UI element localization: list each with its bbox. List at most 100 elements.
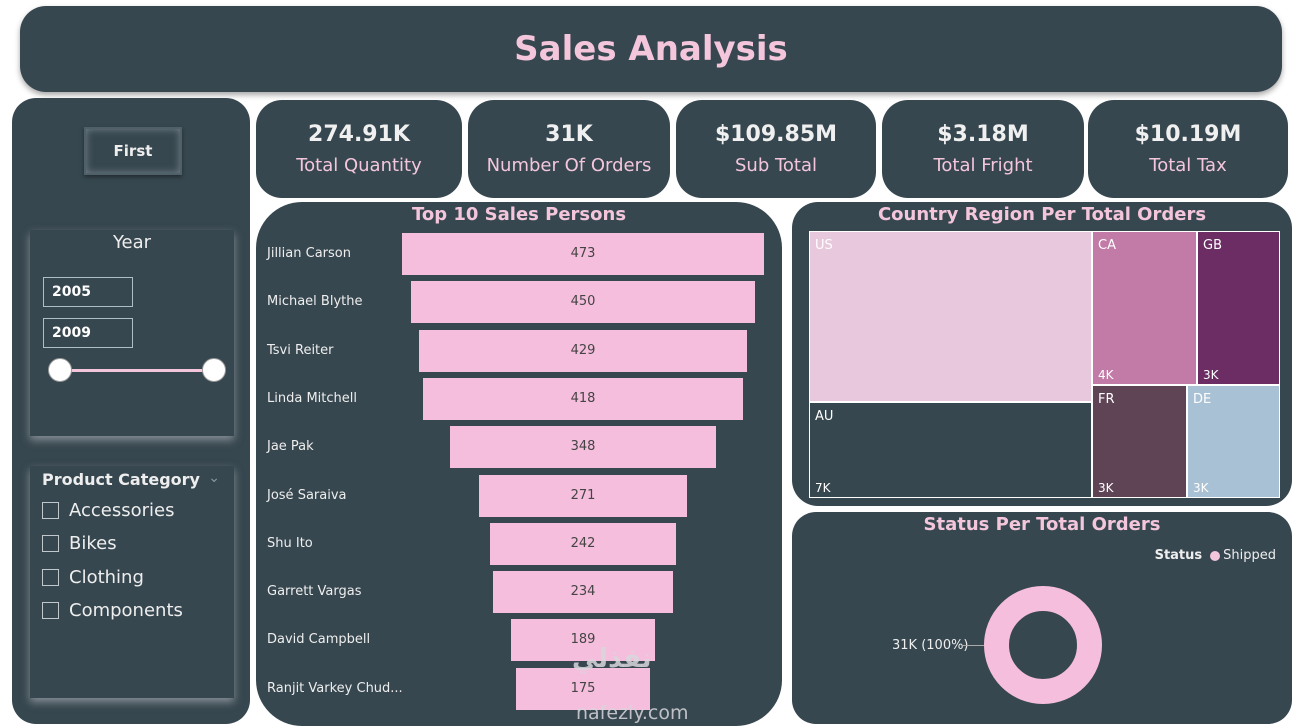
chevron-down-icon[interactable]: ⌄ (208, 470, 220, 486)
first-button[interactable]: First (84, 127, 182, 175)
legend-title: Status (1154, 548, 1203, 563)
status-donut-chart: Status Per Total Orders Status Shipped 3… (792, 512, 1292, 724)
kpi-card-sub-total: $109.85M Sub Total (676, 100, 876, 198)
category-option-components[interactable]: Components (42, 600, 183, 621)
category-label: Accessories (69, 500, 175, 521)
year-range-start-handle[interactable] (48, 358, 72, 382)
sales-person-name: Ranjit Varkey Chud... (267, 680, 403, 696)
product-category-slicer: Product Category ⌄ Accessories Bikes Clo… (30, 466, 234, 698)
checkbox[interactable] (42, 602, 59, 619)
sales-person-value: 348 (570, 439, 596, 455)
sales-person-value: 234 (570, 584, 596, 600)
treemap-tile-value: 3K (1193, 481, 1209, 495)
kpi-card-total-tax: $10.19M Total Tax (1088, 100, 1288, 198)
sales-person-name: Michael Blythe (267, 294, 363, 310)
sales-person-bar[interactable]: 175 (516, 667, 650, 710)
donut-slice-shipped[interactable] (984, 586, 1102, 704)
year-start-input[interactable]: 2005 (43, 277, 133, 307)
sales-person-row[interactable]: Shu Ito 242 (256, 522, 782, 567)
treemap-tile-gb[interactable]: GB 3K (1197, 231, 1280, 385)
year-range-track[interactable] (60, 369, 214, 372)
category-label: Clothing (69, 567, 144, 588)
treemap-tile-ca[interactable]: CA 4K (1092, 231, 1197, 385)
sales-person-row[interactable]: Tsvi Reiter 429 (256, 329, 782, 374)
treemap-tile-de[interactable]: DE 3K (1187, 385, 1280, 498)
kpi-label: Total Quantity (296, 155, 422, 176)
sales-person-name: Jillian Carson (267, 246, 351, 261)
legend-item-shipped[interactable]: Shipped (1223, 548, 1276, 563)
kpi-value: 274.91K (308, 122, 410, 147)
treemap-tile-label: CA (1098, 238, 1116, 253)
year-end-input[interactable]: 2009 (43, 318, 133, 348)
sales-person-bar[interactable]: 242 (490, 522, 676, 565)
sales-person-value: 242 (570, 535, 596, 551)
treemap-tile-label: GB (1203, 238, 1222, 253)
sales-persons-chart: Top 10 Sales Persons Jillian Carson 473 Mi… (256, 202, 782, 726)
kpi-card-total-fright: $3.18M Total Fright (882, 100, 1084, 198)
category-option-accessories[interactable]: Accessories (42, 500, 175, 521)
sales-person-row[interactable]: Linda Mitchell 418 (256, 377, 782, 422)
sales-person-name: Jae Pak (267, 439, 314, 455)
treemap-tile-us[interactable]: US (809, 231, 1092, 402)
treemap-tile-label: US (815, 238, 833, 253)
checkbox[interactable] (42, 569, 59, 586)
sales-person-bar[interactable]: 473 (402, 233, 764, 275)
kpi-label: Total Tax (1149, 155, 1227, 176)
treemap-tile-label: DE (1193, 392, 1212, 407)
kpi-value: $10.19M (1134, 122, 1242, 147)
sales-person-value: 418 (570, 390, 596, 406)
treemap-tile-au[interactable]: AU 7K (809, 402, 1092, 498)
sales-person-row[interactable]: Jae Pak 348 (256, 426, 782, 470)
kpi-card-number-of-orders: 31K Number Of Orders (468, 100, 670, 198)
sales-person-bar[interactable]: 271 (479, 474, 687, 517)
sales-person-bar[interactable]: 348 (449, 426, 717, 469)
header-banner: Sales Analysis (20, 6, 1282, 92)
sales-person-bar[interactable]: 234 (493, 571, 673, 614)
sales-person-name: Shu Ito (267, 535, 313, 551)
kpi-value: $3.18M (937, 122, 1029, 147)
status-legend: Status Shipped (1155, 548, 1276, 563)
sales-person-value: 189 (570, 632, 596, 648)
checkbox[interactable] (42, 535, 59, 552)
sales-person-row[interactable]: Ranjit Varkey Chud... 175 (256, 667, 782, 712)
category-option-bikes[interactable]: Bikes (42, 533, 117, 554)
sales-persons-chart-title: Top 10 Sales Persons (411, 204, 627, 225)
page-title: Sales Analysis (514, 29, 788, 69)
status-chart-title: Status Per Total Orders (923, 514, 1161, 535)
product-category-title: Product Category (42, 470, 200, 489)
treemap-tile-value: 3K (1203, 368, 1219, 382)
kpi-value: 31K (545, 122, 593, 147)
checkbox[interactable] (42, 502, 59, 519)
sales-person-row[interactable]: Jillian Carson 473 (256, 233, 782, 277)
legend-dot-icon (1210, 550, 1221, 561)
sales-person-name: Garrett Vargas (267, 584, 362, 600)
sales-person-row[interactable]: Garrett Vargas 234 (256, 571, 782, 615)
donut-data-label: 31K (100%) (892, 638, 969, 653)
year-range-end-handle[interactable] (202, 358, 226, 382)
sales-person-name: Tsvi Reiter (267, 342, 334, 358)
sales-person-bar[interactable]: 429 (418, 329, 748, 372)
category-label: Bikes (69, 533, 117, 554)
sales-person-row[interactable]: Michael Blythe 450 (256, 281, 782, 325)
sales-person-name: Linda Mitchell (267, 390, 357, 406)
watermark-logo: نفذلي (572, 644, 652, 674)
treemap-tile-label: FR (1098, 392, 1115, 407)
kpi-label: Number Of Orders (486, 155, 652, 176)
sales-person-bar[interactable]: 450 (410, 281, 756, 324)
category-label: Components (69, 600, 183, 621)
treemap-tile-label: AU (815, 409, 834, 424)
country-region-chart-title: Country Region Per Total Orders (877, 204, 1207, 225)
treemap-tile-fr[interactable]: FR 3K (1092, 385, 1187, 498)
country-region-treemap: Country Region Per Total Orders US CA 4K… (792, 202, 1292, 506)
kpi-value: $109.85M (714, 122, 838, 147)
sales-person-value: 429 (570, 342, 596, 358)
sales-person-name: David Campbell (267, 632, 371, 648)
watermark-url: nafezly.com (576, 702, 689, 724)
kpi-label: Sub Total (734, 155, 818, 176)
sales-person-bar[interactable]: 418 (423, 377, 743, 420)
sales-person-bar[interactable]: 189 (510, 619, 656, 662)
category-option-clothing[interactable]: Clothing (42, 567, 144, 588)
sales-person-row[interactable]: José Saraiva 271 (256, 474, 782, 519)
treemap-tile-value: 3K (1098, 481, 1114, 495)
sales-person-row[interactable]: David Campbell 189 (256, 619, 782, 663)
